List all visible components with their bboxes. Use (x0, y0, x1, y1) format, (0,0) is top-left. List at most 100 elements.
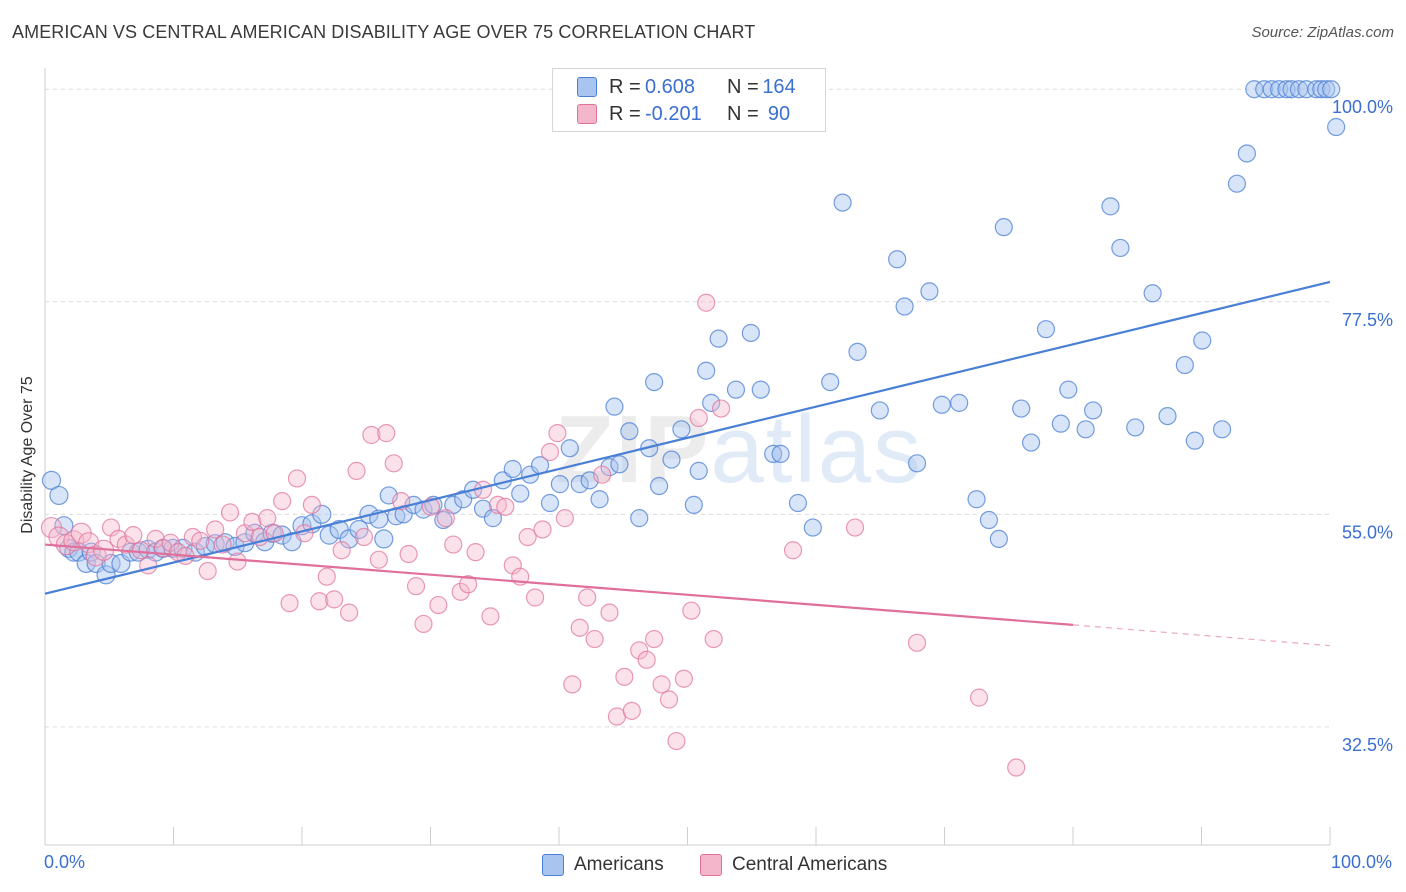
central-americans-point (563, 675, 582, 694)
central-americans-point (369, 550, 388, 569)
central-americans-point (496, 497, 515, 516)
americans-point (907, 454, 927, 473)
central-americans-point (466, 543, 485, 562)
central-americans-point (783, 541, 803, 560)
legend-item-americans[interactable]: Americans (542, 852, 664, 878)
central-americans-point (622, 701, 641, 720)
central-americans-point (243, 512, 262, 532)
central-americans-point (592, 465, 612, 484)
americans-point (803, 518, 822, 537)
americans-point (771, 444, 790, 463)
y-tick-labels: 32.5% 55.0% 77.5% 100.0% (1332, 97, 1393, 755)
americans-point (821, 372, 840, 392)
americans-point (709, 329, 728, 348)
americans-point (888, 250, 907, 269)
central-americans-point (280, 594, 299, 613)
central-americans-point (220, 503, 240, 522)
americans-point (764, 444, 783, 463)
stats-legend: R = 0.608 N = 164 R = -0.201 N = 90 (552, 68, 826, 132)
americans-point (610, 455, 629, 474)
americans-point (645, 372, 664, 392)
americans-point (1101, 197, 1120, 216)
americans-point (41, 470, 62, 490)
central-americans-point (689, 408, 708, 428)
central-americans-point (555, 509, 574, 528)
americans-point (1270, 80, 1289, 99)
central-americans-point (630, 641, 649, 660)
americans-point (684, 495, 703, 515)
americans-point (751, 380, 770, 399)
central-americans-point (645, 629, 664, 649)
legend-item-central-americans[interactable]: Central Americans (700, 852, 887, 878)
central-americans-point (399, 544, 418, 564)
americans-point (1277, 80, 1296, 99)
y-tick-label: 55.0% (1342, 522, 1393, 542)
central-americans-point (578, 588, 597, 607)
central-americans-point (406, 577, 426, 596)
americans-point (1237, 144, 1256, 163)
n-label: N = (727, 102, 759, 125)
americans-point (1185, 431, 1204, 450)
americans-point (560, 439, 579, 458)
americans-point (630, 509, 649, 528)
central-americans-point (659, 690, 679, 709)
central-americans-point (845, 518, 865, 537)
r-value: 0.608 (645, 75, 696, 98)
americans-points (41, 80, 1346, 585)
central-americans-point (85, 545, 107, 567)
central-americans-trend-extension (1072, 624, 1331, 647)
americans-point (454, 490, 473, 509)
americans-point (511, 484, 530, 503)
central-americans-point (347, 461, 366, 480)
central-americans-point (191, 531, 210, 550)
series-legend: Americans Central Americans (0, 852, 1406, 878)
americans-point (590, 490, 609, 509)
r-label: R = (609, 102, 641, 125)
americans-point (503, 459, 522, 479)
americans-point (1322, 80, 1341, 99)
americans-point (848, 342, 867, 361)
central-americans-point (481, 607, 500, 626)
central-americans-point (421, 497, 441, 516)
central-americans-point (704, 629, 723, 649)
central-americans-point (600, 603, 619, 622)
americans-point (932, 395, 951, 414)
central-americans-point (697, 293, 716, 312)
watermark-zip: ZIP (555, 396, 711, 503)
r-value: -0.201 (645, 102, 702, 125)
central-americans-point (525, 588, 545, 607)
americans-point (950, 393, 969, 412)
central-americans-point (302, 495, 321, 515)
x-axis-max-label: 100.0% (1330, 852, 1392, 872)
americans-point (1307, 80, 1326, 99)
watermark-atlas: atlas (710, 396, 924, 503)
y-axis-title: Disability Age Over 75 (19, 376, 36, 534)
chart-title: AMERICAN VS CENTRAL AMERICAN DISABILITY … (12, 22, 756, 42)
central-americans-point (354, 527, 374, 547)
americans-point (788, 493, 808, 513)
central-americans-point (459, 575, 478, 594)
americans-point (741, 323, 760, 343)
americans-point (570, 475, 589, 494)
central-americans-point (444, 535, 463, 554)
y-tick-label: 100.0% (1332, 97, 1393, 117)
central-swatch (577, 104, 597, 124)
legend-label-americans: Americans (574, 854, 664, 875)
americans-point (672, 420, 691, 439)
grid-layer (45, 88, 1330, 728)
central-americans-point (339, 603, 359, 622)
americans-trend-line (44, 280, 1331, 595)
americans-point (895, 297, 914, 316)
central-americans-point (436, 509, 455, 528)
americans-point (1212, 420, 1232, 439)
axis-layer (44, 68, 1331, 846)
americans-point (697, 361, 716, 380)
central-americans-point (637, 650, 656, 669)
americans-point (374, 529, 394, 549)
central-americans-point (131, 541, 150, 560)
americans-point (689, 461, 708, 480)
y-tick-label: 77.5% (1342, 310, 1393, 330)
central-americans-point (682, 601, 701, 620)
watermark: ZIPatlas (555, 395, 923, 505)
americans-point (1327, 117, 1346, 137)
